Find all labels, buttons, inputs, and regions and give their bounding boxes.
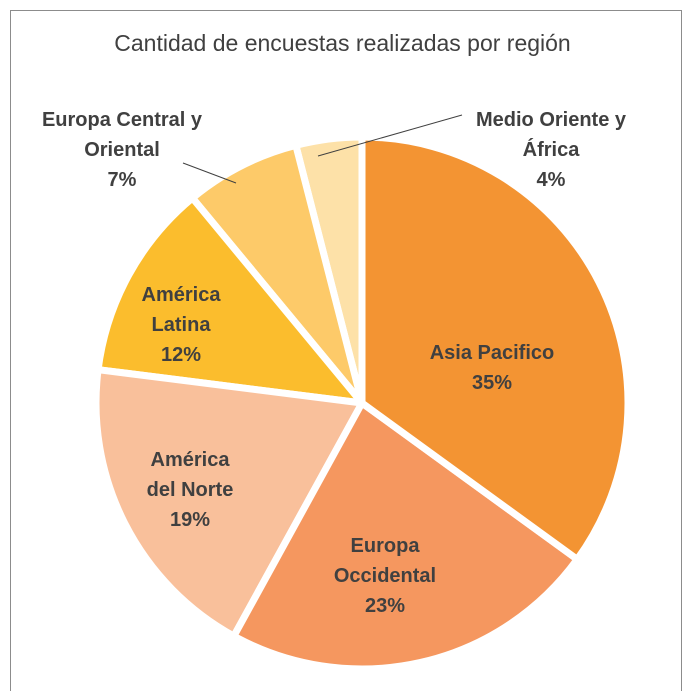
value-label: 35% xyxy=(471,372,513,394)
slice-label: Europa Occidental 23% xyxy=(320,531,450,621)
category-label: Europa Central y Oriental xyxy=(41,109,203,161)
slice-label: Europa Central y Oriental 7% xyxy=(40,105,205,195)
pie-slice xyxy=(358,133,632,563)
category-label: Asia Pacifico xyxy=(429,342,555,364)
slice-label: Asia Pacifico 35% xyxy=(412,338,572,398)
slice-label: América del Norte 19% xyxy=(135,445,245,535)
pie-slice xyxy=(92,366,366,640)
chart-frame xyxy=(10,10,682,691)
category-label: Medio Oriente y África xyxy=(475,109,627,161)
chart-title: Cantidad de encuestas realizadas por reg… xyxy=(114,30,571,56)
category-label: Europa Occidental xyxy=(333,535,437,587)
slice-label: Medio Oriente y África 4% xyxy=(474,105,629,195)
value-label: 4% xyxy=(536,169,566,191)
category-label: América Latina xyxy=(141,284,221,336)
value-label: 7% xyxy=(107,169,137,191)
value-label: 12% xyxy=(160,344,202,366)
slice-label: América Latina 12% xyxy=(126,280,236,370)
leader-line xyxy=(317,114,463,157)
leader-line xyxy=(182,162,237,184)
pie-slice xyxy=(94,194,366,407)
pie-slice xyxy=(230,399,581,673)
value-label: 23% xyxy=(364,595,406,617)
category-label: América del Norte xyxy=(146,449,234,501)
value-label: 19% xyxy=(169,509,211,531)
